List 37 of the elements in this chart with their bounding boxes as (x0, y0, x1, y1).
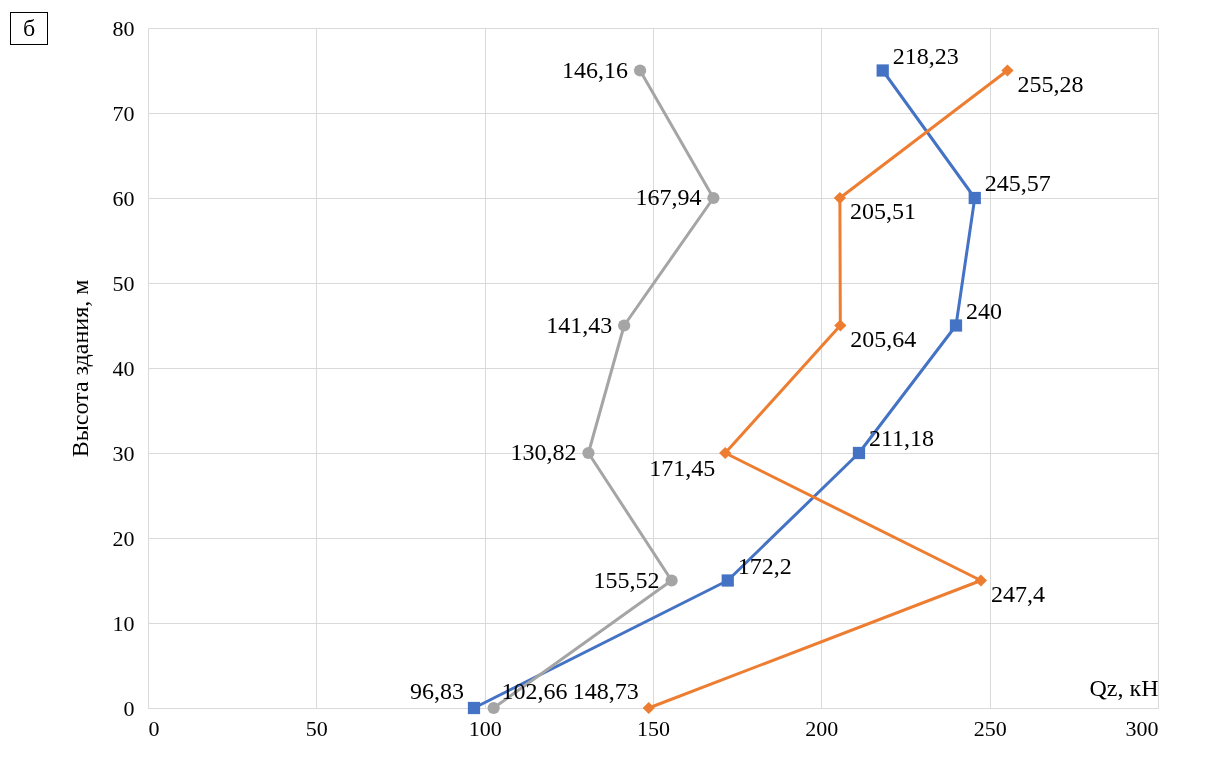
data-label: 205,64 (850, 325, 917, 352)
data-label: 205,51 (849, 198, 916, 224)
y-tick-label: 20 (112, 525, 135, 551)
x-tick-label: 50 (305, 715, 328, 741)
data-label: 218,23 (892, 42, 959, 69)
data-label: 245,57 (984, 170, 1051, 196)
text: б (23, 15, 36, 42)
data-label: 141,43 (546, 311, 613, 338)
data-label: 146,16 (562, 56, 629, 83)
data-label: 130,82 (510, 439, 577, 465)
x-tick-label: 250 (973, 715, 1007, 741)
data-label: 167,94 (635, 184, 702, 210)
y-tick-label: 80 (112, 15, 135, 41)
y-axis-title: Высота здания, м (66, 279, 93, 458)
x-tick-label: 300 (1125, 715, 1159, 741)
data-label: 155,52 (593, 566, 660, 593)
data-label: 240 (966, 297, 1002, 324)
x-axis-title: Qz, кН (1089, 674, 1159, 701)
y-tick-label: 70 (112, 100, 135, 126)
y-tick-label: 50 (112, 270, 135, 296)
data-label: 96,83 (409, 678, 464, 704)
data-label: 255,28 (1017, 70, 1084, 97)
data-label: 211,18 (868, 425, 935, 451)
data-label: 148,73 (572, 678, 639, 704)
y-tick-label: 0 (123, 695, 135, 721)
y-tick-label: 10 (112, 610, 135, 636)
y-tick-label: 30 (112, 440, 135, 466)
data-label: 247,4 (990, 580, 1045, 607)
y-tick-label: 40 (112, 355, 135, 381)
x-tick-label: 200 (805, 715, 839, 741)
x-tick-label: 0 (148, 715, 160, 741)
data-label: 172,2 (737, 552, 792, 579)
x-tick-label: 150 (637, 715, 670, 741)
x-tick-label: 100 (468, 715, 502, 741)
data-label: 102,66 (501, 678, 568, 704)
data-label: 171,45 (649, 455, 716, 481)
y-tick-label: 60 (112, 185, 135, 211)
